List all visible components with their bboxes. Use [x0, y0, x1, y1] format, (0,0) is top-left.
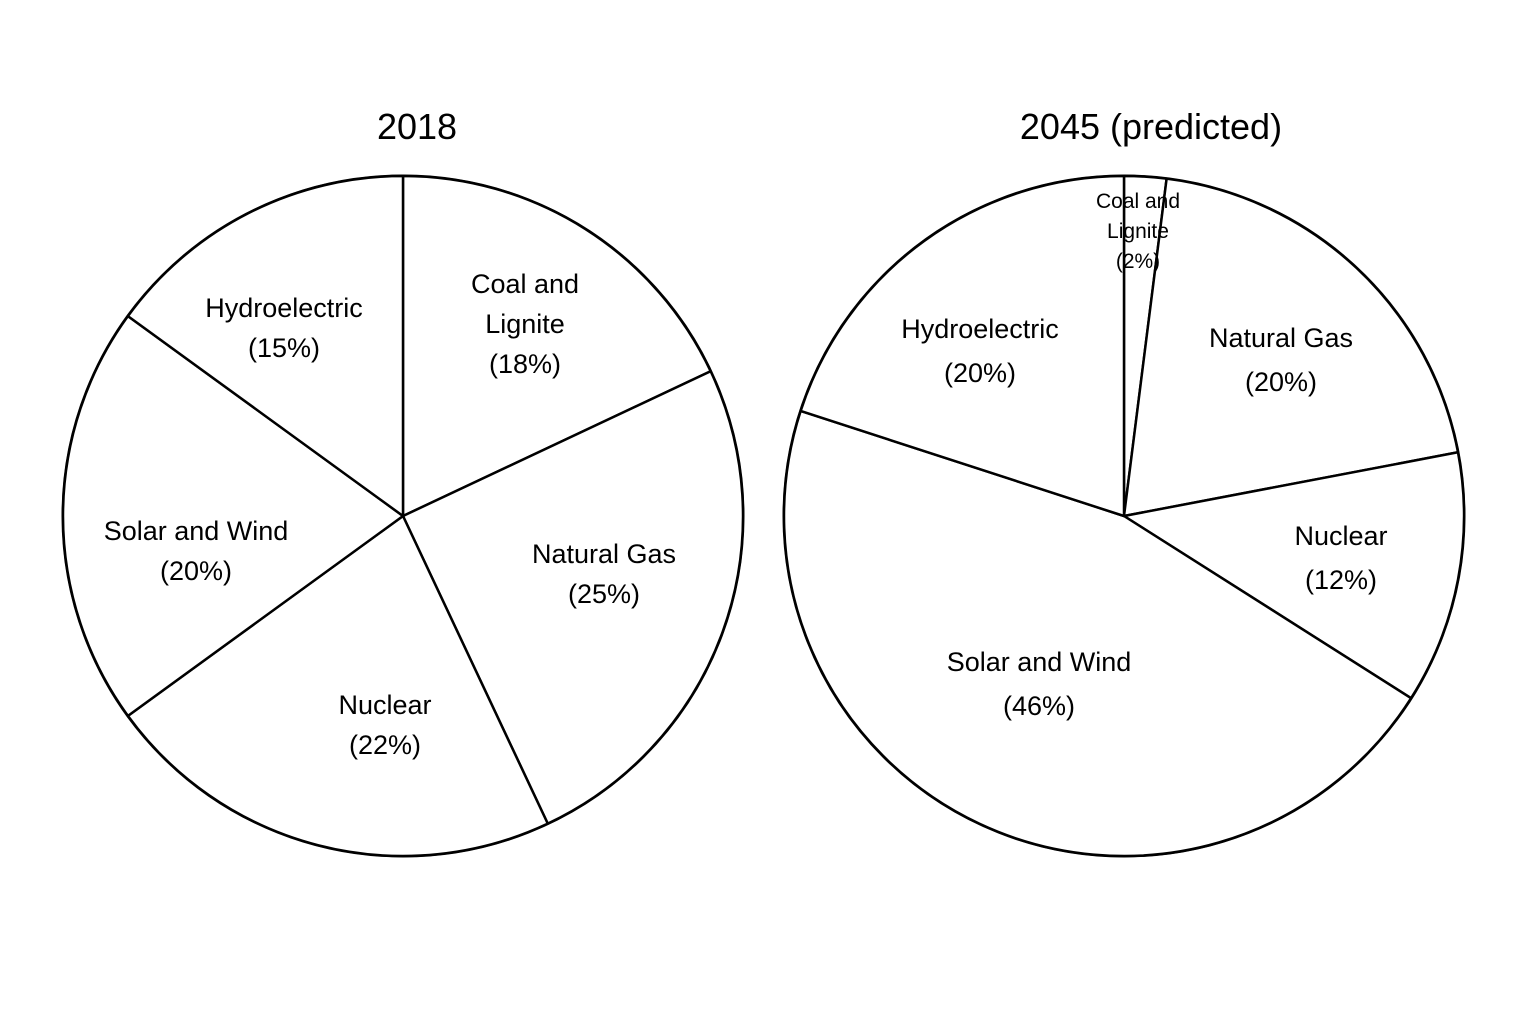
slice-label-line: (20%)	[944, 358, 1016, 388]
pie-slice-2018-coal-and-lignite	[401, 174, 712, 518]
slice-label-line: (12%)	[1305, 565, 1377, 595]
pie-slice-2045-natural-gas	[1122, 177, 1460, 518]
slice-label-2045-hydroelectric: Hydroelectric (20%)	[901, 314, 1059, 388]
slice-label-line: Coal and	[1096, 190, 1180, 213]
slice-label-2045-coal-and-lignite: Coal and Lignite (2%)	[1096, 190, 1180, 273]
slice-label-line: (15%)	[248, 333, 320, 363]
slice-label-line: Lignite	[1107, 220, 1169, 243]
slice-label-2045-solar-and-wind: Solar and Wind (46%)	[947, 647, 1132, 721]
slice-label-line: Lignite	[485, 309, 565, 339]
pie-slice-2018-natural-gas	[401, 369, 745, 825]
slice-label-line: Nuclear	[1294, 521, 1387, 551]
slice-label-2018-coal-and-lignite: Coal and Lignite (18%)	[471, 269, 579, 379]
slice-label-2018-solar-and-wind: Solar and Wind (20%)	[104, 516, 289, 586]
slice-label-line: (46%)	[1003, 691, 1075, 721]
slice-label-2018-hydroelectric: Hydroelectric (15%)	[205, 293, 363, 363]
pie-chart-2018: 2018 Coal and Lignite (18%) Natural Gas (25%…	[61, 106, 745, 858]
slice-label-line: Solar and Wind	[947, 647, 1132, 677]
slice-label-line: (20%)	[160, 556, 232, 586]
pie-chart-2045: 2045 (predicted) Coal and Lignite (2%) Natu…	[782, 106, 1466, 858]
pie-title-2018: 2018	[377, 106, 457, 147]
slice-label-line: (22%)	[349, 730, 421, 760]
slice-label-line: Natural Gas	[1209, 323, 1353, 353]
slice-label-line: (18%)	[489, 349, 561, 379]
pie-slices-2045	[782, 174, 1466, 858]
slice-label-line: Nuclear	[338, 690, 431, 720]
pie-slice-2018-hydroelectric	[126, 174, 405, 518]
slice-label-2018-natural-gas: Natural Gas (25%)	[532, 539, 676, 609]
pie-slices-2018	[61, 174, 745, 858]
pie-slice-2045-solar-and-wind	[782, 409, 1413, 858]
slice-label-line: (20%)	[1245, 367, 1317, 397]
slice-label-line: Hydroelectric	[205, 293, 363, 323]
slice-label-2045-nuclear: Nuclear (12%)	[1294, 521, 1387, 595]
pie-labels-2045: Coal and Lignite (2%) Natural Gas (20%) Nucle…	[901, 190, 1387, 721]
slice-label-2018-nuclear: Nuclear (22%)	[338, 690, 431, 760]
slice-label-line: (25%)	[568, 579, 640, 609]
pie-title-2045: 2045 (predicted)	[1020, 106, 1282, 147]
pie-slice-2018-solar-and-wind	[61, 314, 405, 718]
pie-slice-2018-nuclear	[126, 514, 550, 858]
pie-slice-2045-hydroelectric	[799, 174, 1126, 518]
slice-label-line: Coal and	[471, 269, 579, 299]
pie-labels-2018: Coal and Lignite (18%) Natural Gas (25%) Nucl…	[104, 269, 676, 760]
slice-label-line: Natural Gas	[532, 539, 676, 569]
slice-label-line: Solar and Wind	[104, 516, 289, 546]
pie-slice-2045-nuclear	[1122, 451, 1466, 700]
slice-label-line: Hydroelectric	[901, 314, 1059, 344]
slice-label-2045-natural-gas: Natural Gas (20%)	[1209, 323, 1353, 397]
slice-label-line: (2%)	[1116, 250, 1160, 273]
